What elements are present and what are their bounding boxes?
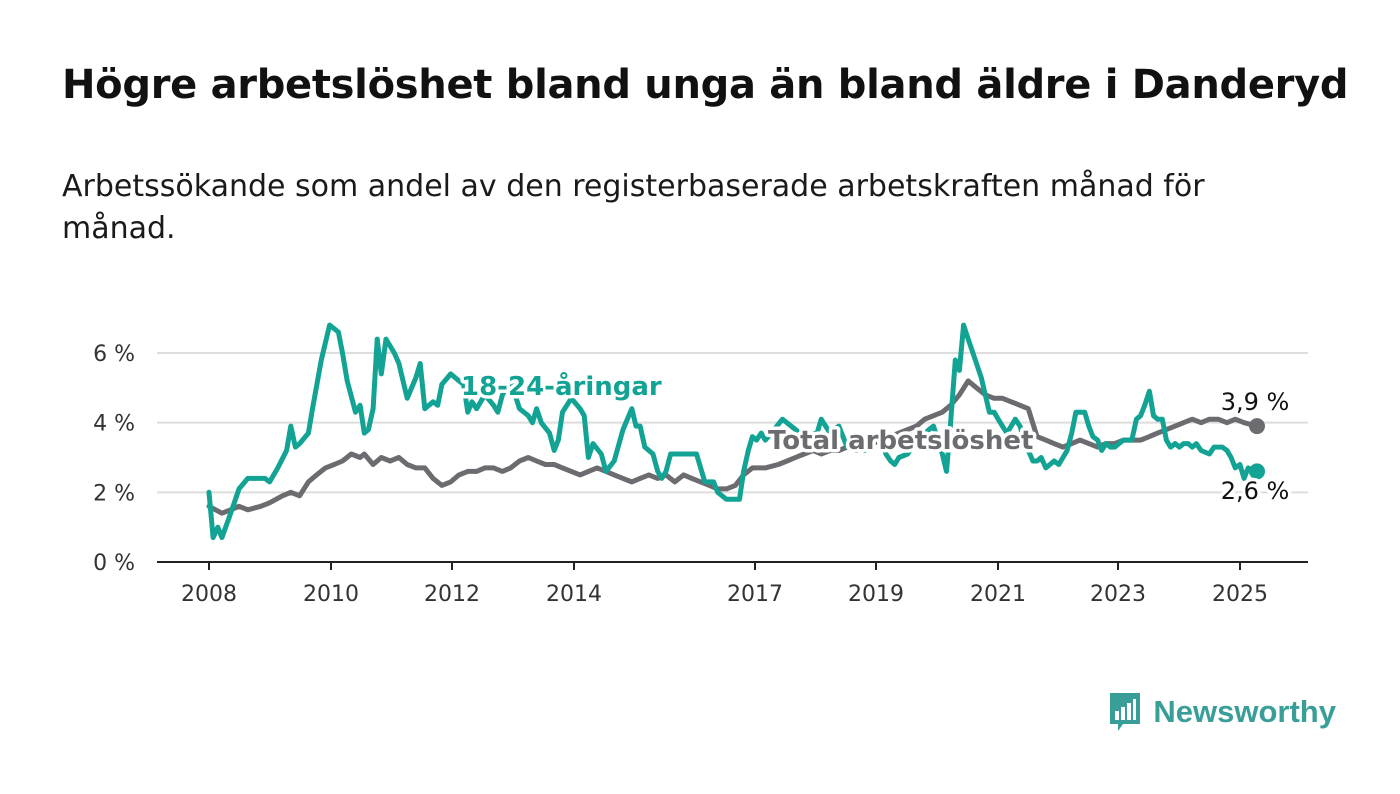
series-lines (206, 322, 1265, 541)
x-axis: 2008 2010 2012 2014 2017 2019 2021 2023 2025 (157, 561, 1308, 607)
x-tick-label: 2012 (424, 582, 480, 607)
end-label-total-halo: 3,9 % (1221, 388, 1290, 416)
x-tick-label: 2017 (727, 582, 783, 607)
y-tick-label: 4 % (93, 412, 135, 437)
series-label-total-halo: Total arbetslöshet (768, 426, 1033, 456)
x-tick-label: 2025 (1212, 582, 1268, 607)
series-end-point-total (1249, 418, 1265, 435)
brand-name: Newsworthy (1153, 694, 1336, 729)
bar-chart-logo-icon (1110, 693, 1141, 731)
end-label-youth-halo: 2,6 % (1221, 477, 1290, 505)
series-label-youth-text: 18-24-åringar (461, 370, 662, 402)
series-label-youth-halo: 18-24-åringar (461, 370, 662, 402)
chart-title: Högre arbetslöshet bland unga än bland ä… (62, 62, 1349, 108)
y-tick-label: 0 % (93, 551, 135, 576)
series-line-total (206, 378, 1260, 516)
brand-logo: Newsworthy (1107, 690, 1336, 734)
end-label-total-text: 3,9 % (1221, 388, 1290, 416)
gridlines (157, 352, 1308, 494)
series-end-point-youth (1249, 463, 1265, 480)
series-line-youth (206, 322, 1260, 541)
x-tick-label: 2014 (546, 582, 602, 607)
end-label-youth: 2,6 %2,6 % (1217, 474, 1293, 509)
x-tick-label: 2019 (848, 582, 904, 607)
x-tick-label: 2008 (181, 582, 237, 607)
y-axis-tick-labels: 0 % 2 % 4 % 6 % (93, 342, 135, 576)
x-tick-label: 2010 (303, 582, 359, 607)
y-tick-label: 6 % (93, 342, 135, 367)
end-label-total: 3,9 %3,9 % (1217, 385, 1293, 420)
chart-subtitle: Arbetssökande som andel av den registerb… (62, 169, 1205, 246)
series-label-total-text: Total arbetslöshet (768, 426, 1033, 456)
y-tick-label: 2 % (93, 481, 135, 506)
end-label-youth-text: 2,6 % (1221, 477, 1290, 505)
x-tick-label: 2023 (1090, 582, 1146, 607)
x-tick-label: 2021 (970, 582, 1026, 607)
